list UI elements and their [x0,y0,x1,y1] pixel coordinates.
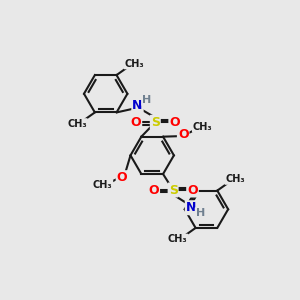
Text: N: N [132,99,143,112]
Text: S: S [169,184,178,196]
Text: O: O [117,171,127,184]
Text: O: O [130,116,141,129]
Text: O: O [148,184,159,196]
Text: CH₃: CH₃ [67,119,87,129]
Text: N: N [186,201,196,214]
Text: S: S [151,116,160,129]
Text: CH₃: CH₃ [193,122,212,132]
Text: O: O [187,184,198,196]
Text: H: H [142,95,152,105]
Text: O: O [178,128,188,141]
Text: H: H [196,208,205,218]
Text: CH₃: CH₃ [93,180,112,190]
Text: CH₃: CH₃ [124,58,144,68]
Text: CH₃: CH₃ [168,235,188,244]
Text: O: O [169,116,180,129]
Text: CH₃: CH₃ [225,174,245,184]
